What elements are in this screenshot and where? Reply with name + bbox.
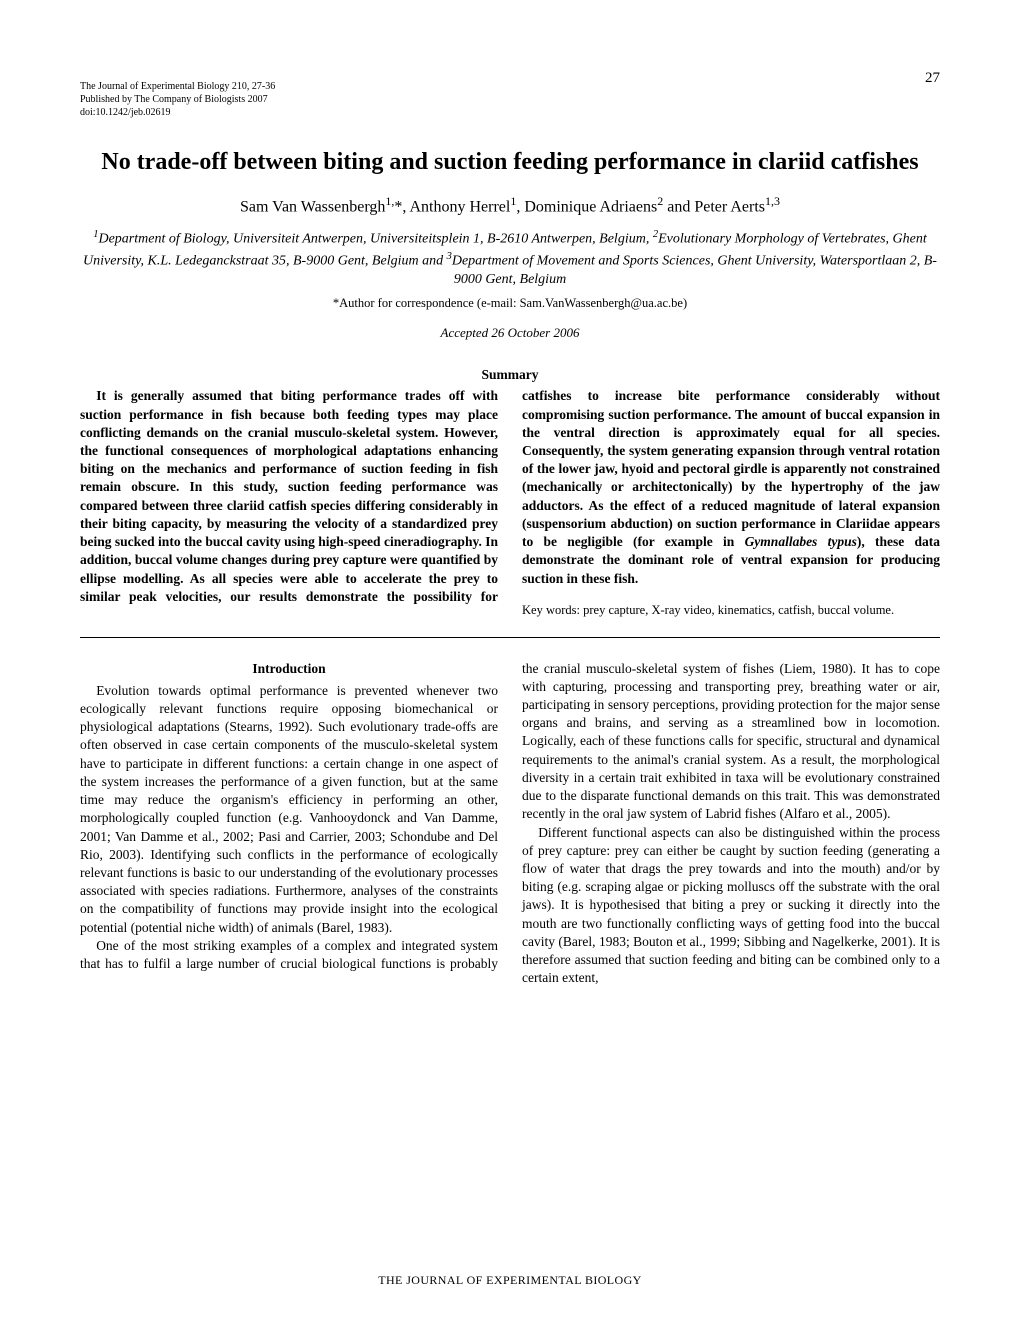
keywords: Key words: prey capture, X-ray video, ki…: [522, 602, 940, 619]
journal-line1: The Journal of Experimental Biology 210,…: [80, 80, 940, 93]
summary-heading: Summary: [80, 367, 940, 383]
article-title: No trade-off between biting and suction …: [80, 149, 940, 176]
footer-journal-name: THE JOURNAL OF EXPERIMENTAL BIOLOGY: [0, 1273, 1020, 1288]
summary-text: It is generally assumed that biting perf…: [80, 387, 940, 618]
authors: Sam Van Wassenbergh1,*, Anthony Herrel1,…: [80, 194, 940, 216]
intro-paragraph-1: Evolution towards optimal performance is…: [80, 682, 498, 937]
summary-section: Summary It is generally assumed that bit…: [80, 367, 940, 637]
journal-line3: doi:10.1242/jeb.02619: [80, 106, 940, 119]
page-number: 27: [925, 70, 940, 87]
introduction-section: Introduction Evolution towards optimal p…: [80, 660, 940, 988]
summary-body: It is generally assumed that biting perf…: [80, 387, 940, 618]
journal-info: The Journal of Experimental Biology 210,…: [80, 80, 940, 119]
intro-paragraph-3: Different functional aspects can also be…: [522, 824, 940, 988]
journal-line2: Published by The Company of Biologists 2…: [80, 93, 940, 106]
affiliations: 1Department of Biology, Universiteit Ant…: [80, 228, 940, 290]
accepted-date: Accepted 26 October 2006: [80, 325, 940, 341]
introduction-heading: Introduction: [80, 660, 498, 678]
correspondence: *Author for correspondence (e-mail: Sam.…: [80, 296, 940, 311]
